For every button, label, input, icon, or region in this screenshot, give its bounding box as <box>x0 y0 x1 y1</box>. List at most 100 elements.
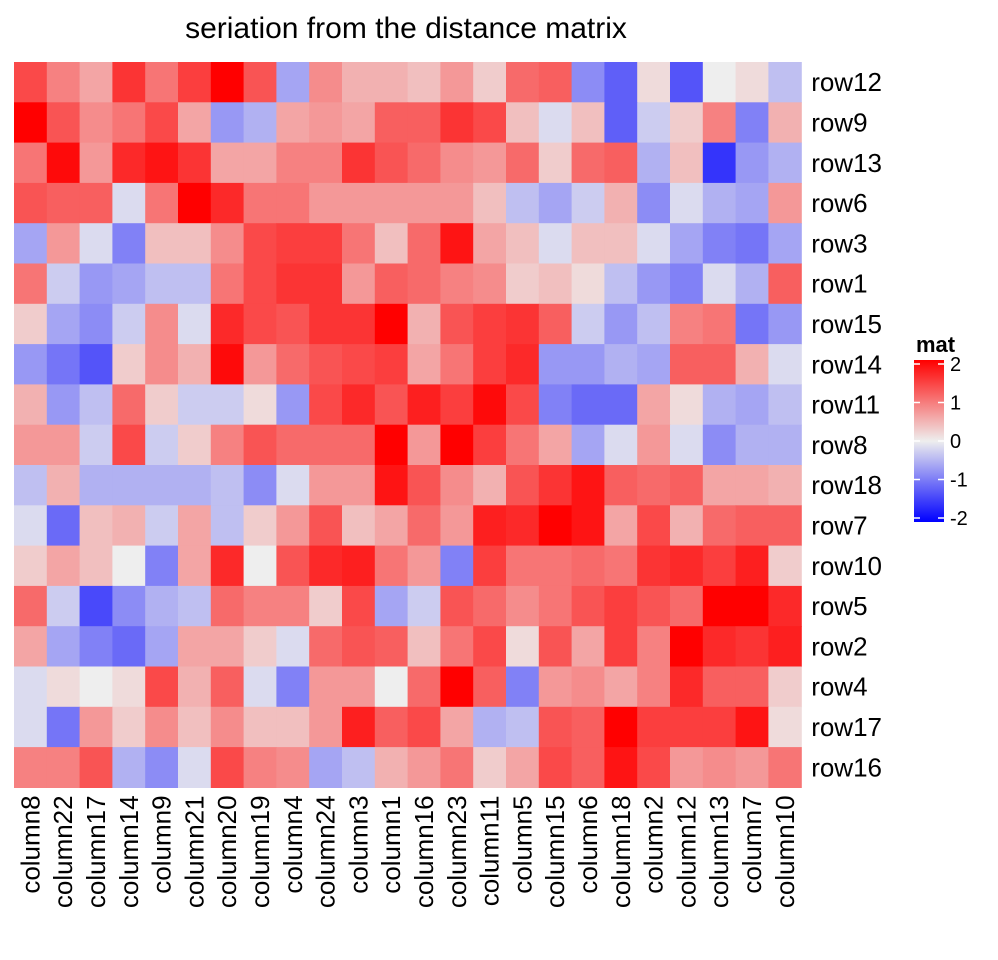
column-label-column22: column22 <box>48 795 78 908</box>
heatmap-cell-row11-column12 <box>670 384 704 426</box>
heatmap-cell-row6-column20 <box>210 182 245 224</box>
heatmap-cell-row16-column10 <box>768 747 802 788</box>
heatmap-cell-row7-column1 <box>374 505 409 547</box>
heatmap-cell-row10-column17 <box>79 545 113 587</box>
heatmap-cell-row9-column24 <box>309 102 343 144</box>
heatmap-cell-row2-column15 <box>538 626 573 668</box>
heatmap-cell-row8-column2 <box>637 424 671 466</box>
column-label-column10: column10 <box>770 795 800 908</box>
heatmap-cell-row10-column8 <box>14 545 48 587</box>
heatmap-cell-row1-column13 <box>702 263 737 305</box>
heatmap-cell-row16-column7 <box>735 747 769 788</box>
heatmap-cell-row8-column7 <box>735 424 769 466</box>
heatmap-cell-row18-column4 <box>276 465 310 506</box>
heatmap-cell-row14-column2 <box>637 344 671 385</box>
color-legend: mat 2 1 0 -1 -2 <box>914 332 968 530</box>
heatmap-cell-row18-column15 <box>538 465 573 506</box>
heatmap-cell-row1-column10 <box>768 263 802 305</box>
legend-tick-label: -2 <box>950 508 968 530</box>
column-label-column2: column2 <box>639 795 669 893</box>
heatmap-cell-row8-column21 <box>178 424 212 466</box>
heatmap-cell-row6-column19 <box>243 182 277 224</box>
heatmap-cell-row9-column19 <box>243 102 277 144</box>
column-label-column3: column3 <box>343 795 373 893</box>
heatmap-cell-row2-column22 <box>46 626 81 668</box>
heatmap-cell-row6-column2 <box>637 182 671 224</box>
heatmap-cell-row1-column7 <box>735 263 769 305</box>
heatmap-cell-row1-column18 <box>604 263 638 305</box>
heatmap-cell-row1-column2 <box>637 263 671 305</box>
heatmap-cell-row14-column15 <box>538 344 573 385</box>
heatmap-cell-row15-column2 <box>637 303 671 345</box>
heatmap-cell-row5-column23 <box>440 585 474 627</box>
heatmap-cell-row17-column8 <box>14 706 48 748</box>
heatmap-cell-row6-column23 <box>440 182 474 224</box>
heatmap-cell-row4-column24 <box>309 666 343 708</box>
heatmap-cell-row16-column23 <box>440 747 474 788</box>
heatmap-cell-row7-column4 <box>276 505 310 547</box>
heatmap-cell-row6-column11 <box>473 182 507 224</box>
heatmap-cell-row2-column2 <box>637 626 671 668</box>
heatmap-cell-row7-column10 <box>768 505 802 547</box>
heatmap-cell-row13-column8 <box>14 142 48 184</box>
heatmap-cell-row3-column11 <box>473 223 507 265</box>
heatmap-cell-row6-column13 <box>702 182 737 224</box>
heatmap-cell-row4-column8 <box>14 666 48 708</box>
heatmap-cell-row2-column19 <box>243 626 277 668</box>
heatmap-cell-row13-column4 <box>276 142 310 184</box>
heatmap-cell-row12-column15 <box>538 62 573 103</box>
heatmap-cell-row2-column14 <box>112 626 146 668</box>
heatmap-cell-row5-column13 <box>702 585 737 627</box>
heatmap-cell-row13-column22 <box>46 142 81 184</box>
heatmap-cell-row11-column6 <box>571 384 605 426</box>
heatmap-cell-row1-column12 <box>670 263 704 305</box>
row-label-row12: row12 <box>811 67 882 97</box>
column-label-column9: column9 <box>147 795 177 893</box>
heatmap-cell-row5-column1 <box>374 585 409 627</box>
heatmap-cell-row17-column10 <box>768 706 802 748</box>
heatmap-cell-row3-column19 <box>243 223 277 265</box>
heatmap-cell-row4-column12 <box>670 666 704 708</box>
heatmap-cell-row13-column10 <box>768 142 802 184</box>
heatmap-cell-row2-column23 <box>440 626 474 668</box>
heatmap-cell-row8-column9 <box>145 424 179 466</box>
heatmap-cell-row5-column12 <box>670 585 704 627</box>
heatmap-cell-row3-column15 <box>538 223 573 265</box>
heatmap-cell-row8-column22 <box>46 424 81 466</box>
heatmap-cell-row14-column9 <box>145 344 179 385</box>
heatmap-cell-row6-column21 <box>178 182 212 224</box>
row-label-row17: row17 <box>811 712 882 742</box>
heatmap-cell-row11-column14 <box>112 384 146 426</box>
column-label-column14: column14 <box>114 795 144 908</box>
heatmap-cell-row5-column6 <box>571 585 605 627</box>
heatmap-cell-row9-column18 <box>604 102 638 144</box>
heatmap-cell-row17-column22 <box>46 706 81 748</box>
heatmap-cell-row18-column13 <box>702 465 737 506</box>
heatmap-cell-row14-column4 <box>276 344 310 385</box>
heatmap-cell-row9-column12 <box>670 102 704 144</box>
heatmap-cell-row18-column3 <box>342 465 376 506</box>
heatmap-cell-row8-column24 <box>309 424 343 466</box>
heatmap-cell-row13-column16 <box>407 142 441 184</box>
heatmap-cell-row18-column21 <box>178 465 212 506</box>
heatmap-cell-row8-column1 <box>374 424 409 466</box>
heatmap-cell-row4-column21 <box>178 666 212 708</box>
heatmap-cell-row16-column9 <box>145 747 179 788</box>
heatmap-cell-row18-column14 <box>112 465 146 506</box>
heatmap-cell-row13-column23 <box>440 142 474 184</box>
heatmap-cell-row12-column5 <box>506 62 540 103</box>
heatmap-cell-row9-column20 <box>210 102 245 144</box>
heatmap-cell-row16-column19 <box>243 747 277 788</box>
heatmap-cell-row10-column13 <box>702 545 737 587</box>
column-label-column16: column16 <box>409 795 439 908</box>
heatmap-cell-row4-column7 <box>735 666 769 708</box>
heatmap-cell-row6-column16 <box>407 182 441 224</box>
heatmap-cell-row10-column4 <box>276 545 310 587</box>
heatmap-cell-row9-column23 <box>440 102 474 144</box>
heatmap-cell-row17-column15 <box>538 706 573 748</box>
legend-tick-label: 0 <box>950 431 961 453</box>
heatmap-cell-row9-column1 <box>374 102 409 144</box>
heatmap-cell-row16-column22 <box>46 747 81 788</box>
chart-title: seriation from the distance matrix <box>185 12 627 45</box>
